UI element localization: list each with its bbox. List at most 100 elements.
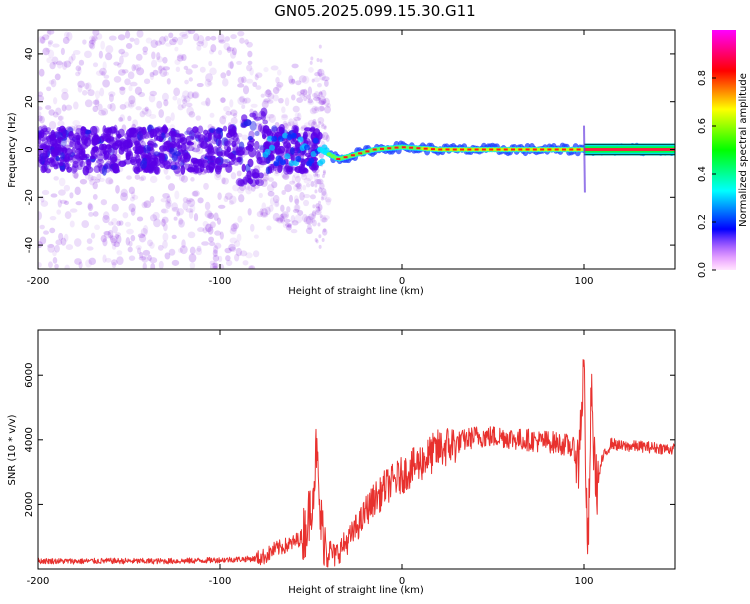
noise-blob bbox=[165, 115, 172, 124]
signal-blob bbox=[326, 152, 332, 157]
noise-blob bbox=[284, 184, 292, 193]
noise-blob bbox=[315, 239, 319, 244]
noise-blob bbox=[200, 159, 209, 169]
noise-blob bbox=[129, 81, 138, 87]
noise-blob bbox=[206, 212, 214, 220]
noise-blob bbox=[302, 75, 310, 84]
signal-peak bbox=[387, 147, 392, 150]
noise-blob bbox=[60, 237, 67, 246]
noise-blob bbox=[69, 192, 74, 199]
noise-blob bbox=[187, 231, 196, 239]
noise-blob bbox=[202, 227, 208, 234]
noise-blob bbox=[209, 49, 214, 55]
noise-blob bbox=[244, 39, 249, 45]
noise-blob bbox=[135, 245, 142, 250]
noise-blob bbox=[92, 99, 100, 105]
colorbar-tick-label: 0.4 bbox=[697, 166, 708, 182]
noise-blob bbox=[179, 245, 188, 255]
noise-blob bbox=[138, 176, 145, 182]
noise-blob bbox=[200, 141, 208, 149]
noise-blob bbox=[298, 164, 307, 175]
noise-blob bbox=[78, 59, 85, 66]
noise-blob bbox=[319, 58, 323, 63]
noise-blob bbox=[38, 111, 42, 117]
noise-blob bbox=[213, 212, 219, 222]
noise-blob bbox=[48, 109, 55, 116]
noise-blob bbox=[85, 166, 94, 174]
noise-blob bbox=[206, 144, 215, 154]
noise-blob bbox=[321, 217, 328, 223]
noise-blob bbox=[187, 198, 196, 208]
noise-blob bbox=[45, 105, 52, 110]
noise-blob bbox=[287, 121, 295, 127]
snr-x-label: Height of straight line (km) bbox=[288, 585, 424, 596]
noise-blob bbox=[240, 178, 245, 187]
noise-blob bbox=[210, 35, 217, 41]
signal-peak bbox=[554, 148, 559, 151]
signal-blob bbox=[277, 135, 284, 142]
spectrogram-noise-layer bbox=[38, 30, 332, 269]
signal-blob bbox=[303, 144, 310, 151]
noise-blob bbox=[238, 155, 243, 166]
noise-blob bbox=[54, 263, 59, 269]
x-tick-label: 0 bbox=[399, 576, 405, 587]
noise-blob bbox=[318, 91, 323, 97]
noise-blob bbox=[180, 154, 188, 163]
noise-blob bbox=[317, 206, 321, 211]
noise-blob bbox=[87, 202, 93, 210]
noise-blob bbox=[191, 147, 201, 153]
noise-blob bbox=[130, 196, 135, 202]
noise-blob bbox=[315, 97, 323, 104]
noise-blob bbox=[66, 166, 72, 173]
noise-blob bbox=[246, 41, 253, 48]
noise-blob bbox=[79, 160, 86, 167]
colorbar-tick-label: 0.8 bbox=[697, 70, 708, 86]
noise-blob bbox=[97, 153, 104, 162]
signal-blob bbox=[273, 160, 280, 167]
noise-blob bbox=[204, 201, 211, 211]
noise-blob bbox=[292, 105, 300, 113]
signal-peak bbox=[365, 150, 370, 153]
noise-blob bbox=[154, 166, 160, 175]
noise-blob bbox=[323, 228, 327, 233]
noise-blob bbox=[94, 98, 100, 108]
noise-blob bbox=[220, 158, 229, 168]
noise-blob bbox=[213, 245, 219, 254]
noise-blob bbox=[204, 132, 212, 143]
noise-blob bbox=[102, 238, 108, 247]
noise-blob bbox=[162, 56, 168, 64]
noise-blob bbox=[86, 158, 92, 167]
noise-blob bbox=[161, 92, 169, 102]
noise-blob bbox=[139, 252, 144, 259]
noise-blob bbox=[61, 88, 69, 94]
noise-blob bbox=[233, 240, 241, 248]
noise-blob bbox=[134, 63, 142, 72]
noise-blob bbox=[107, 147, 113, 154]
noise-blob bbox=[157, 65, 166, 71]
noise-blob bbox=[225, 164, 233, 173]
noise-blob bbox=[172, 36, 178, 43]
noise-blob bbox=[247, 50, 253, 58]
noise-blob bbox=[137, 247, 142, 255]
noise-blob bbox=[103, 230, 111, 236]
noise-blob bbox=[207, 124, 213, 130]
noise-blob bbox=[147, 239, 153, 247]
snr-x-ticks: -200 -100 0 100 bbox=[27, 330, 594, 587]
noise-blob bbox=[303, 199, 310, 207]
noise-blob bbox=[318, 244, 322, 249]
noise-blob bbox=[207, 155, 213, 162]
noise-blob bbox=[235, 146, 243, 153]
noise-blob bbox=[128, 99, 135, 109]
noise-blob bbox=[59, 152, 65, 160]
noise-blob bbox=[191, 91, 200, 99]
noise-blob bbox=[197, 227, 205, 233]
signal-peak bbox=[540, 148, 545, 151]
noise-blob bbox=[74, 238, 82, 247]
noise-blob bbox=[57, 199, 62, 208]
signal-blob bbox=[310, 150, 317, 157]
noise-blob bbox=[274, 201, 280, 208]
noise-blob bbox=[74, 140, 81, 151]
noise-blob bbox=[307, 224, 312, 230]
colorbar-label: Normalized spectral amplitude bbox=[738, 73, 749, 227]
noise-blob bbox=[237, 83, 245, 88]
